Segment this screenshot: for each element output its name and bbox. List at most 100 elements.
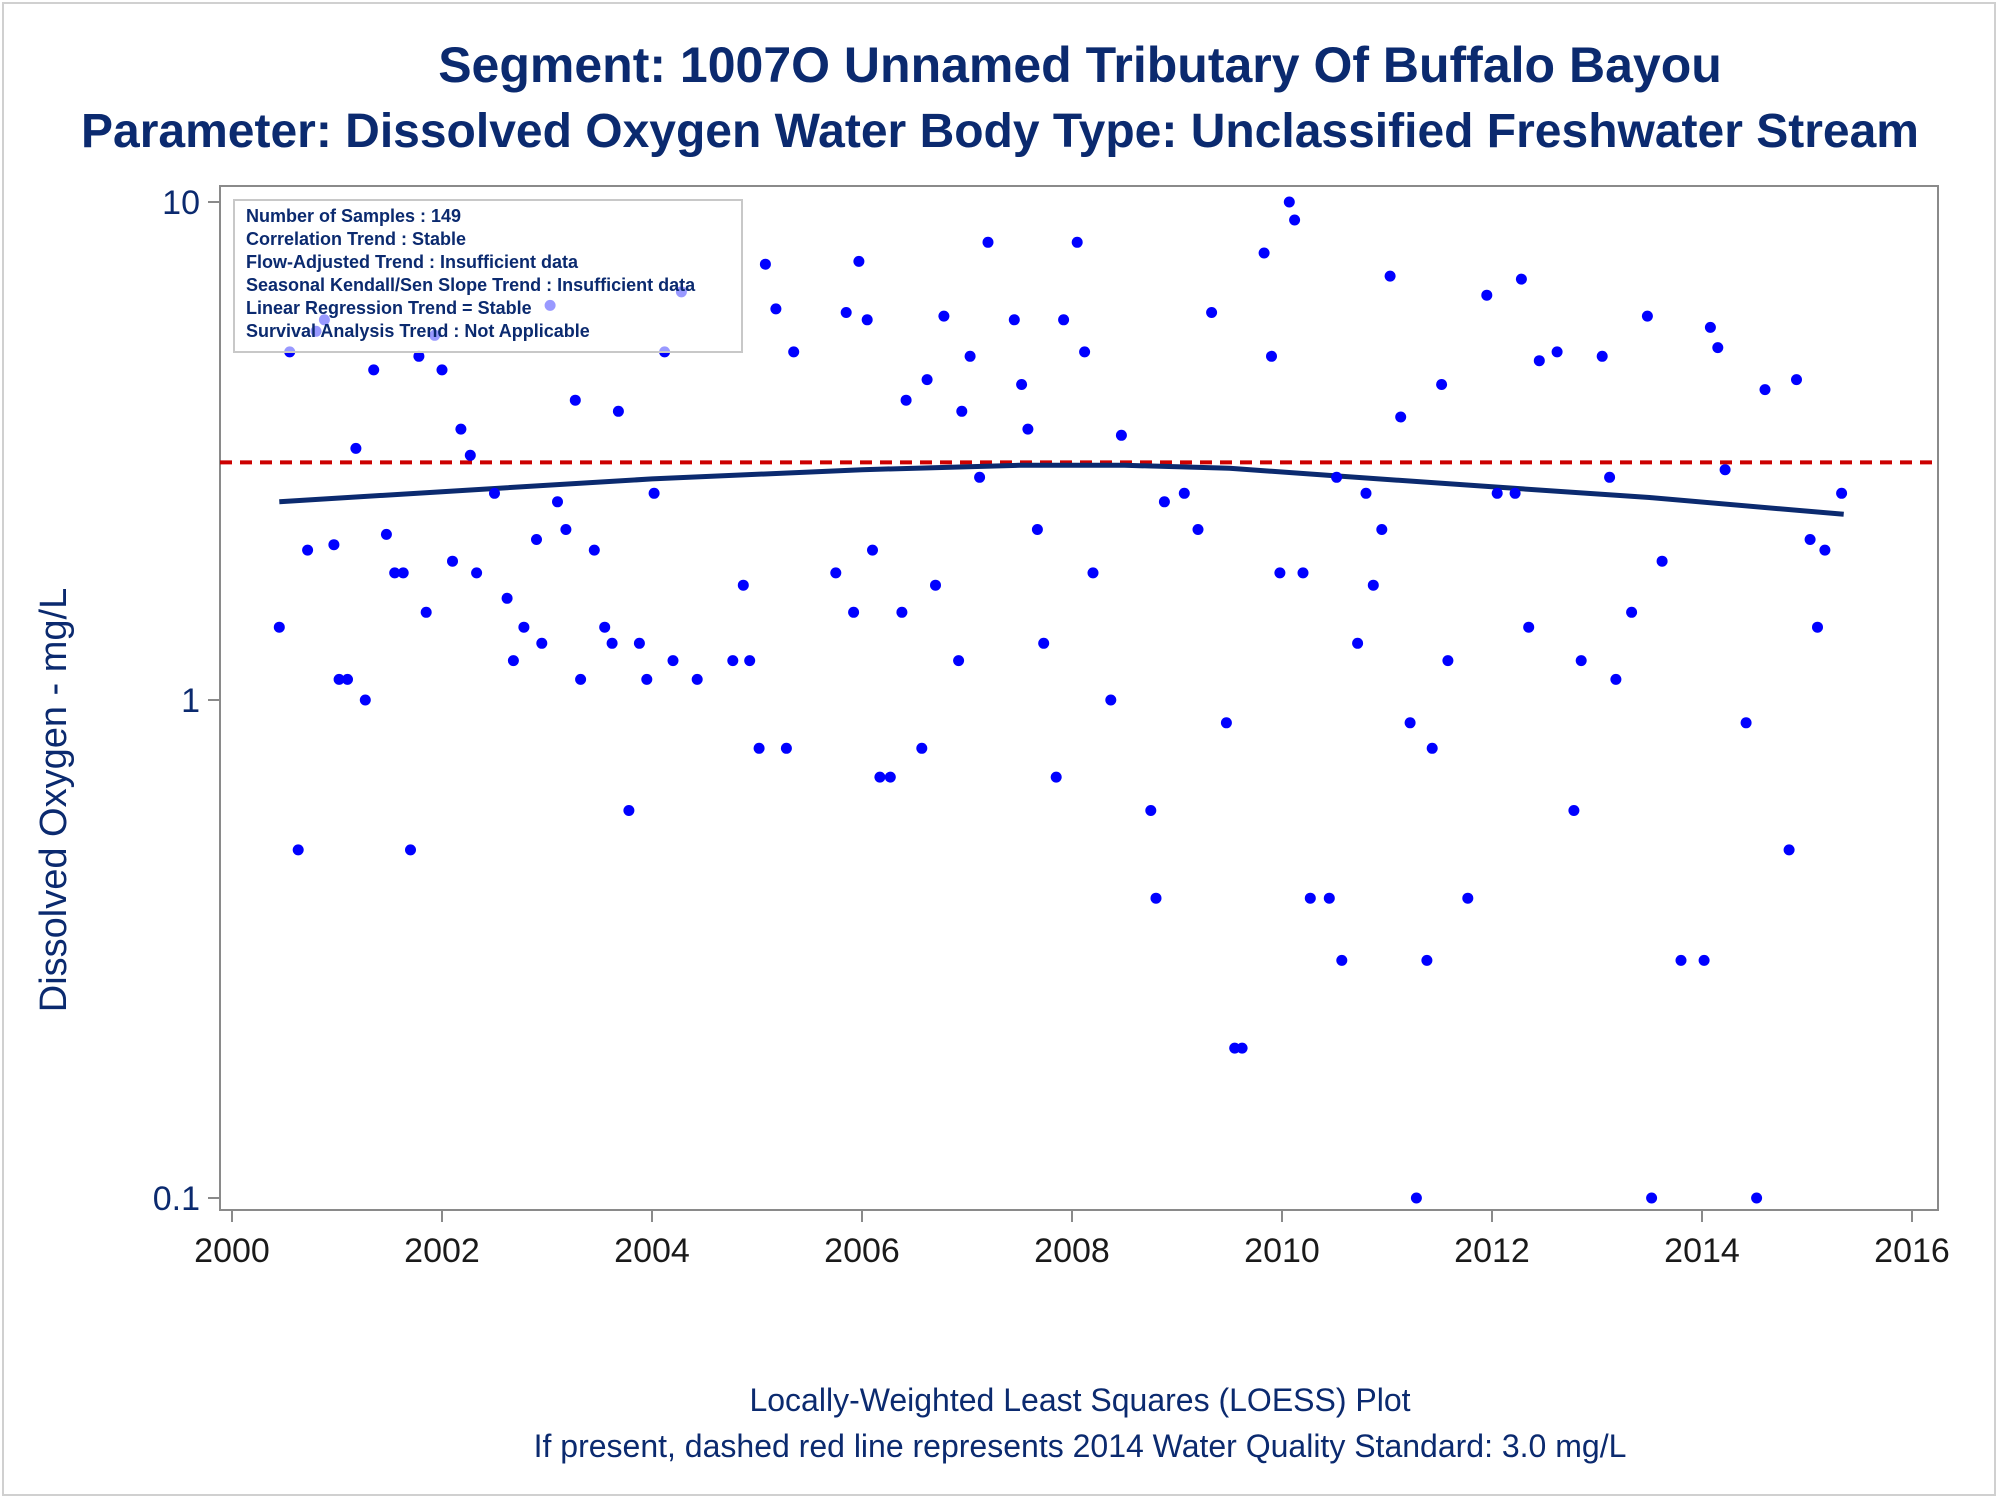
data-point [292, 844, 304, 856]
data-point [273, 621, 285, 633]
data-point [1360, 487, 1372, 499]
data-point [368, 364, 380, 376]
footnote-loess: Locally-Weighted Least Squares (LOESS) P… [749, 1382, 1411, 1418]
data-point [1376, 524, 1388, 535]
data-point [930, 579, 941, 591]
x-tick-label: 2004 [614, 1232, 690, 1270]
data-point [1022, 423, 1034, 435]
data-point [1533, 355, 1545, 367]
data-point [1568, 805, 1580, 816]
annotation-box: Number of Samples : 149 Correlation Trend… [233, 199, 743, 353]
data-point [569, 394, 581, 406]
data-point [1836, 487, 1848, 499]
data-point [1410, 1192, 1422, 1204]
data-point [780, 742, 792, 754]
plot-frame [219, 185, 1939, 1211]
data-point [861, 314, 873, 326]
annotation-box-border [233, 199, 743, 353]
loess-curve [279, 462, 1844, 517]
data-point [938, 310, 950, 322]
data-point [1610, 673, 1622, 685]
x-tick-label: 2014 [1664, 1232, 1740, 1270]
data-point [1596, 350, 1608, 362]
data-point [874, 771, 886, 783]
data-point [1038, 637, 1050, 649]
data-point [1105, 694, 1117, 706]
data-point [389, 567, 401, 579]
chart-title: Segment: 1007O Unnamed Tributary Of Buff… [438, 37, 1722, 93]
x-tick-label: 2012 [1454, 1232, 1530, 1270]
data-point [648, 487, 660, 499]
data-point [1804, 534, 1816, 545]
data-point [1491, 487, 1503, 499]
data-point [1641, 310, 1653, 322]
data-point [1515, 273, 1527, 285]
data-point [1150, 892, 1162, 904]
data-point [867, 544, 878, 556]
axes-layer: 2000 2002 2004 2006 2008 2010 2012 2014 2016 0.1 1… [153, 184, 1950, 1270]
data-point [1442, 655, 1454, 667]
data-point [1783, 844, 1795, 856]
data-point [1751, 1192, 1763, 1204]
annotation-line: Seasonal Kendall/Sen Slope Trend : Insuf… [246, 275, 696, 295]
data-point [1304, 892, 1316, 904]
data-point [1283, 196, 1295, 208]
data-point [518, 621, 530, 633]
data-point [953, 655, 965, 667]
y-tick-label: 10 [162, 184, 200, 222]
data-point [464, 449, 476, 461]
data-point [599, 621, 611, 633]
data-point [1323, 892, 1335, 904]
data-point [1031, 524, 1043, 535]
data-point [531, 534, 542, 545]
data-point [1436, 379, 1448, 390]
data-point [413, 350, 425, 362]
annotation-line: Number of Samples : 149 [246, 206, 461, 226]
data-point [333, 673, 345, 685]
data-point [737, 579, 749, 591]
data-point [380, 528, 392, 540]
data-point [641, 673, 653, 685]
data-point [1626, 606, 1638, 618]
data-point [1050, 771, 1062, 783]
data-point [1523, 621, 1535, 633]
data-point [1079, 346, 1091, 358]
data-point [1058, 314, 1070, 326]
annotation-line: Linear Regression Trend = Stable [246, 298, 532, 318]
data-point [1274, 567, 1286, 579]
data-point [1646, 1192, 1658, 1204]
data-point [1698, 954, 1710, 966]
data-point [1289, 214, 1301, 226]
data-point [830, 567, 842, 579]
data-point [302, 544, 314, 556]
data-point [1740, 717, 1752, 729]
data-point [1656, 555, 1668, 567]
data-point [328, 539, 340, 551]
data-point [633, 637, 645, 649]
data-point [1016, 379, 1028, 390]
data-point [1481, 289, 1493, 301]
data-point [896, 606, 908, 618]
data-point [974, 471, 986, 483]
plot-area [219, 185, 1939, 1211]
data-point [753, 742, 765, 754]
data-point [1812, 621, 1823, 633]
data-point [1704, 321, 1716, 333]
data-point [727, 655, 739, 667]
chart-subtitle: Parameter: Dissolved Oxygen Water Body T… [81, 105, 1919, 158]
data-point [471, 567, 483, 579]
y-axis-label: Dissolved Oxygen - mg/L [33, 588, 75, 1013]
data-point [560, 524, 572, 535]
data-point [1719, 464, 1731, 476]
data-point [397, 567, 409, 579]
data-point [1759, 384, 1771, 396]
data-point [921, 374, 933, 386]
data-point [667, 655, 679, 667]
data-point [1509, 487, 1521, 499]
x-tick-label: 2010 [1244, 1232, 1320, 1270]
data-point [1258, 247, 1270, 259]
data-point [1087, 567, 1099, 579]
data-point [1331, 471, 1343, 483]
data-point [759, 258, 771, 270]
